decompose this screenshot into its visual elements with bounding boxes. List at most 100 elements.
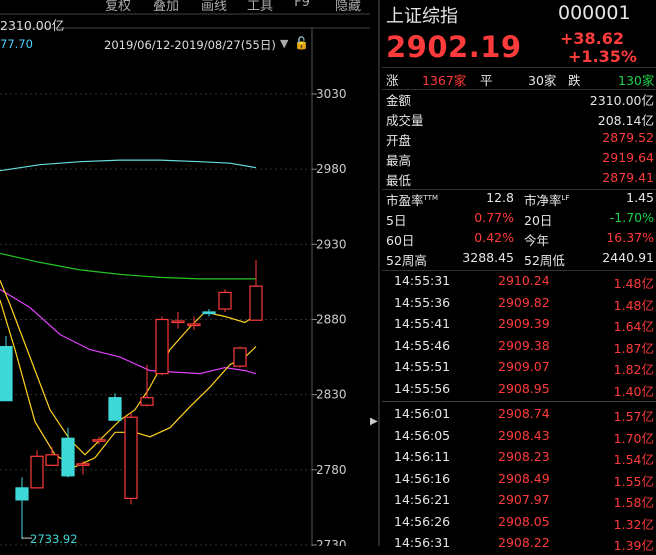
tick-price: 2908.49 <box>498 470 550 486</box>
candle-body <box>140 397 154 406</box>
breadth-flat-label: 平 <box>480 73 493 88</box>
tick-row: 14:56:01 2908.74 1.57亿 <box>382 406 656 426</box>
kline-chart[interactable]: 3030 2980 2930 2880 2830 2780 2730 2733.92 复权 叠… <box>0 0 370 546</box>
toolbar-f9-button[interactable]: F9 <box>294 0 310 10</box>
tick-price: 2909.07 <box>498 359 550 374</box>
breadth-flat-count: 30家 <box>528 73 557 88</box>
divider-line <box>382 270 656 271</box>
stat-value: 2310.00亿 <box>589 93 654 108</box>
d60-value: 0.42% <box>474 230 514 245</box>
hi52-value: 3288.45 <box>462 250 514 265</box>
tick-volume: 1.58亿 <box>613 495 654 510</box>
tick-price: 2908.23 <box>498 449 550 464</box>
candle-body <box>15 487 29 501</box>
y-tick-label: 2880 <box>316 313 347 327</box>
ratio-row-52w: 52周高 3288.45 52周低 2440.91 <box>382 250 656 270</box>
tick-row: 14:56:05 2908.43 1.70亿 <box>382 428 656 448</box>
candle-body <box>124 416 138 499</box>
tick-volume: 1.70亿 <box>613 430 654 446</box>
stat-label: 开盘 <box>386 133 412 148</box>
tick-time: 14:55:51 <box>394 359 451 374</box>
tick-volume: 1.40亿 <box>613 383 654 399</box>
tick-volume: 1.48亿 <box>613 276 654 291</box>
pe-label: 市盈率TTM <box>386 193 438 208</box>
candle-body <box>0 345 13 402</box>
toolbar-hide-button[interactable]: 隐藏 <box>334 0 361 14</box>
lo52-value: 2440.91 <box>602 250 654 265</box>
candle-body <box>45 454 59 466</box>
breadth-down-count: 130家 <box>618 73 655 88</box>
breadth-row: 涨 1367家 平 30家 跌 130家 <box>382 70 656 90</box>
index-name: 上证综指 <box>386 6 458 27</box>
ma-250-line <box>0 159 257 172</box>
ytd-value: 16.37% <box>606 230 654 245</box>
toolbar-draw-button[interactable]: 画线 <box>200 0 227 14</box>
lock-icon[interactable]: 🔓 <box>294 36 309 50</box>
index-price: 2902.19 <box>386 30 522 64</box>
d20-label: 20日 <box>524 213 553 228</box>
ratio-row-pe: 市盈率TTM 12.8 市净率LF 1.45 <box>382 190 656 210</box>
candle-body <box>108 397 122 421</box>
tick-volume: 1.87亿 <box>613 340 654 356</box>
stat-label: 成交量 <box>386 113 424 128</box>
stat-row: 最高 2919.64 <box>382 150 656 170</box>
tick-volume: 1.82亿 <box>613 362 654 377</box>
candle-body <box>218 291 232 310</box>
y-tick-label: 2930 <box>316 237 347 251</box>
lo52-label: 52周低 <box>524 253 565 268</box>
tick-price: 2908.05 <box>498 513 550 529</box>
stat-value: 208.14亿 <box>597 113 654 128</box>
ytd-label: 今年 <box>524 233 550 248</box>
kline-svg[interactable]: 3030 2980 2930 2880 2830 2780 2730 2733.92 <box>0 0 370 546</box>
stat-row: 成交量 208.14亿 <box>382 110 656 130</box>
ma-5-line <box>0 280 259 456</box>
y-tick-label: 2830 <box>316 388 347 402</box>
panel-divider[interactable] <box>378 0 380 546</box>
breadth-up-count: 1367家 <box>422 73 467 88</box>
tick-row: 14:56:31 2908.22 1.39亿 <box>382 535 656 555</box>
tick-row: 14:56:21 2907.97 1.58亿 <box>382 492 656 512</box>
y-tick-label: 2730 <box>316 538 347 546</box>
tick-row: 14:55:51 2909.07 1.82亿 <box>382 359 656 379</box>
collapse-arrow-icon[interactable]: ▶ <box>370 416 378 427</box>
toolbar-overlay-button[interactable]: 叠加 <box>152 0 179 14</box>
d5-label: 5日 <box>386 213 407 228</box>
tick-time: 14:55:41 <box>394 316 451 331</box>
tick-time: 14:56:21 <box>394 492 451 507</box>
stat-value: 2879.52 <box>602 130 654 145</box>
tick-row: 14:56:26 2908.05 1.32亿 <box>382 514 656 534</box>
tick-time: 14:55:36 <box>394 294 451 310</box>
tick-time: 14:56:05 <box>394 427 451 443</box>
date-range-label[interactable]: 2019/06/12-2019/08/27(55日) <box>104 38 276 52</box>
tick-time: 14:56:11 <box>394 449 451 464</box>
d5-value: 0.77% <box>474 210 514 225</box>
ma-60-line <box>0 252 256 280</box>
pb-value: 1.45 <box>626 190 654 205</box>
candle-body <box>76 463 90 466</box>
tick-price: 2908.43 <box>498 427 550 443</box>
tick-price: 2908.22 <box>498 535 550 550</box>
tick-time: 14:55:46 <box>394 337 451 353</box>
dropdown-triangle-icon[interactable]: ▼ <box>280 37 289 50</box>
tick-volume: 1.32亿 <box>613 516 654 532</box>
tick-volume: 1.39亿 <box>613 538 654 553</box>
toolbar-tools-button[interactable]: 工具 <box>246 0 273 14</box>
ratio-row-60d: 60日 0.42% 今年 16.37% <box>382 230 656 250</box>
tick-price: 2910.24 <box>498 273 550 288</box>
index-code: 000001 <box>558 2 631 24</box>
tick-row: 14:56:11 2908.23 1.54亿 <box>382 449 656 469</box>
d20-value: -1.70% <box>609 210 654 225</box>
tick-time: 14:56:16 <box>394 470 451 486</box>
candle-body <box>171 320 185 324</box>
hi52-label: 52周高 <box>386 253 427 268</box>
tick-price: 2909.39 <box>498 316 550 331</box>
quote-panel: 上证综指 000001 2902.19 +38.62 +1.35% 涨 1367… <box>382 0 656 553</box>
tick-time: 14:55:56 <box>394 380 451 396</box>
tick-time: 14:56:31 <box>394 535 451 550</box>
tick-volume: 1.48亿 <box>613 297 654 313</box>
toolbar-fuquan-button[interactable]: 复权 <box>104 0 131 14</box>
stat-value: 2919.64 <box>602 150 654 165</box>
tick-price: 2907.97 <box>498 492 550 507</box>
y-tick-label: 2780 <box>316 463 347 477</box>
tick-row: 14:55:56 2908.95 1.40亿 <box>382 381 656 401</box>
